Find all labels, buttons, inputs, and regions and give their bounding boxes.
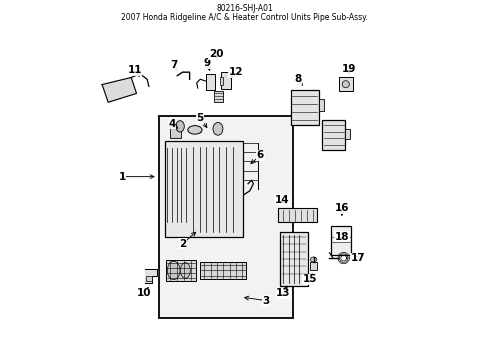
- Bar: [330, 226, 350, 255]
- Ellipse shape: [167, 261, 180, 280]
- Ellipse shape: [342, 81, 348, 88]
- Text: 11: 11: [127, 66, 142, 75]
- Bar: [165, 260, 196, 281]
- Text: 20: 20: [208, 49, 223, 59]
- Text: 5: 5: [196, 113, 203, 123]
- Text: 2: 2: [179, 239, 186, 249]
- Text: 3: 3: [262, 296, 269, 306]
- Bar: [279, 231, 307, 287]
- Text: 13: 13: [276, 288, 290, 298]
- Ellipse shape: [213, 122, 223, 135]
- Bar: [159, 116, 293, 318]
- Bar: [214, 91, 223, 102]
- Bar: [322, 120, 345, 150]
- Bar: [345, 129, 349, 139]
- Bar: [318, 99, 324, 111]
- Text: 16: 16: [334, 203, 348, 213]
- Polygon shape: [144, 269, 157, 283]
- Ellipse shape: [172, 126, 179, 135]
- Ellipse shape: [176, 121, 184, 132]
- Text: 12: 12: [228, 67, 243, 77]
- Text: 80216-SHJ-A01: 80216-SHJ-A01: [216, 4, 272, 13]
- Text: 6: 6: [256, 150, 264, 161]
- Text: 17: 17: [350, 253, 365, 263]
- Text: 7: 7: [170, 60, 177, 70]
- Ellipse shape: [310, 257, 316, 262]
- Bar: [278, 208, 316, 222]
- Bar: [200, 262, 246, 279]
- Text: 1: 1: [119, 172, 126, 182]
- Text: 10: 10: [136, 288, 150, 298]
- Text: 2007 Honda Ridgeline A/C & Heater Control Units Pipe Sub-Assy.: 2007 Honda Ridgeline A/C & Heater Contro…: [121, 13, 367, 22]
- Text: 8: 8: [293, 74, 301, 84]
- Bar: [310, 262, 316, 270]
- Bar: [170, 123, 181, 138]
- Ellipse shape: [180, 263, 190, 278]
- Text: 14: 14: [274, 195, 288, 204]
- Bar: [290, 90, 318, 125]
- Text: 4: 4: [168, 118, 175, 129]
- Text: 15: 15: [302, 274, 317, 284]
- Bar: [219, 77, 223, 85]
- Text: 18: 18: [334, 232, 348, 242]
- Bar: [338, 77, 352, 91]
- Polygon shape: [102, 77, 136, 102]
- Text: 9: 9: [203, 58, 210, 68]
- Ellipse shape: [187, 126, 202, 134]
- Bar: [205, 74, 215, 90]
- Text: 19: 19: [341, 64, 355, 74]
- Bar: [221, 72, 231, 89]
- Bar: [164, 141, 242, 237]
- Bar: [146, 276, 151, 281]
